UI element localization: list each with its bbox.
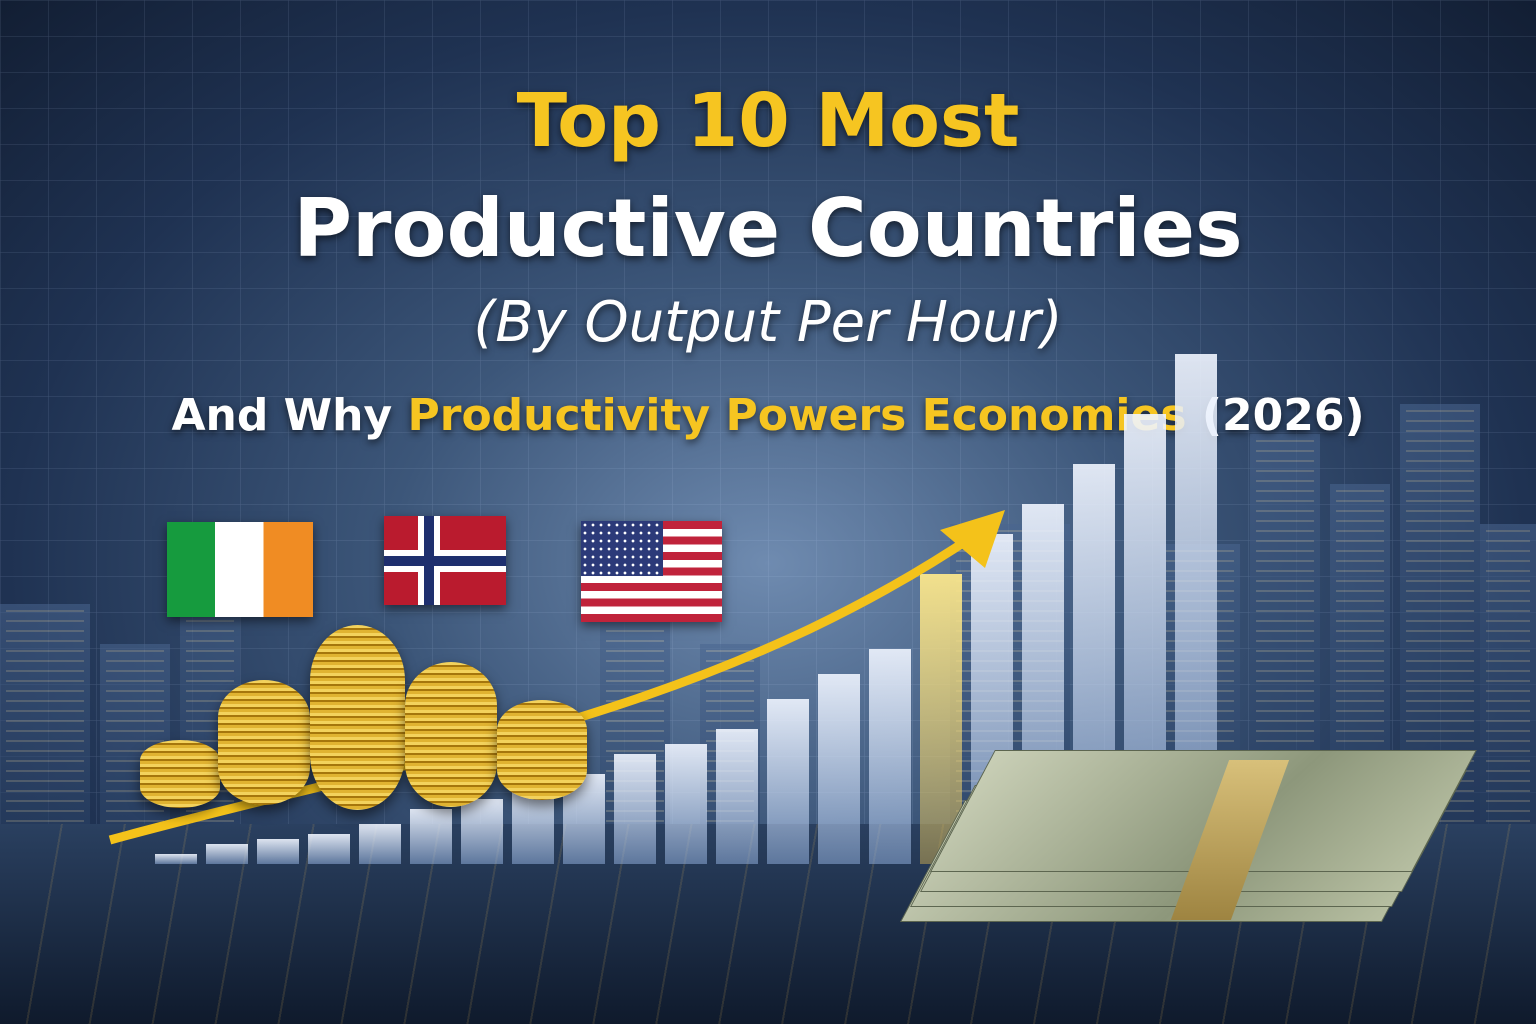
bar-column xyxy=(206,844,248,864)
headline-line1: Top 10 Most xyxy=(516,78,1020,164)
coin-stack xyxy=(218,680,310,805)
bar-column xyxy=(155,854,197,864)
bar-column xyxy=(716,729,758,864)
coin-stack xyxy=(497,700,587,800)
headline-tagline: And Why Productivity Powers Economies (2… xyxy=(0,390,1536,441)
bar-column xyxy=(308,834,350,864)
bar-column xyxy=(461,799,503,864)
bar-column xyxy=(257,839,299,864)
bar-column xyxy=(410,809,452,864)
ireland-flag-icon xyxy=(167,522,313,617)
bar-column xyxy=(614,754,656,864)
bar-column xyxy=(359,824,401,864)
bar-column xyxy=(665,744,707,864)
bar-column xyxy=(869,649,911,864)
norway-flag-icon xyxy=(384,516,506,605)
tagline-highlight: Productivity Powers Economies xyxy=(407,390,1187,441)
tagline-prefix: And Why xyxy=(171,390,393,441)
coin-stack xyxy=(405,662,497,807)
bar-column xyxy=(920,574,962,864)
coin-stack xyxy=(140,740,220,808)
arrow-head xyxy=(940,510,1005,568)
usa-flag-icon xyxy=(581,521,722,622)
headline-line2: Productive Countries xyxy=(293,182,1243,275)
bar-column xyxy=(818,674,860,864)
dollar-bill-stack-icon xyxy=(900,720,1477,930)
headline-subtitle: (By Output Per Hour) xyxy=(473,290,1063,355)
tagline-suffix: (2026) xyxy=(1201,390,1365,441)
coin-stack xyxy=(310,625,405,810)
bar-column xyxy=(767,699,809,864)
